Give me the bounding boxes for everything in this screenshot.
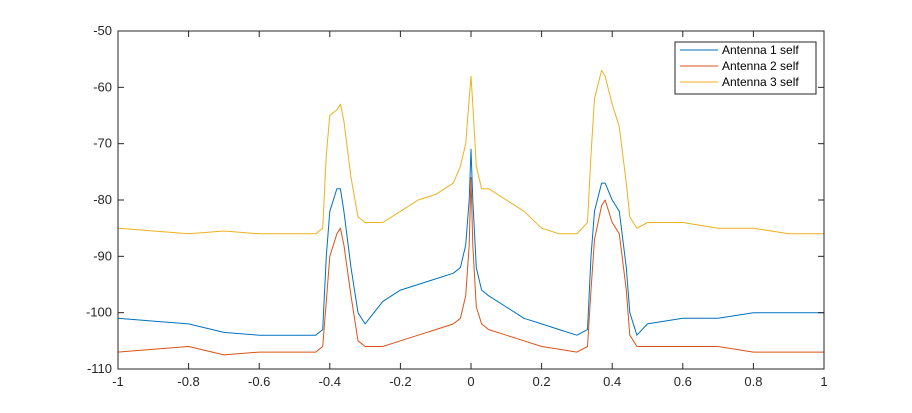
series-layer (117, 69, 824, 356)
y-tick-label: -80 (93, 192, 112, 207)
x-tick-label: 0.8 (744, 374, 762, 389)
x-tick-label: -0.2 (389, 374, 411, 389)
legend-label-2: Antenna 2 self (722, 59, 799, 73)
x-tick-label: -0.8 (177, 374, 199, 389)
series-line-3 (117, 69, 824, 235)
legend-label-1: Antenna 1 self (722, 43, 799, 57)
x-tick-label: -1 (112, 374, 124, 389)
x-tick-label: 0.6 (674, 374, 692, 389)
x-tick-label: -0.6 (248, 374, 270, 389)
legend-box (674, 41, 817, 95)
series-line-1 (117, 148, 824, 336)
y-tick-label: -60 (93, 79, 112, 94)
y-tick-label: -100 (86, 305, 112, 320)
x-tick-label: 1 (820, 374, 827, 389)
y-tick-label: -110 (87, 361, 112, 376)
x-tick-label: 0 (467, 374, 474, 389)
x-tick-label: -0.4 (319, 374, 341, 389)
y-tick-label: -50 (93, 23, 112, 38)
ticks-layer: -1 -0.8 -0.6 -0.4 -0.2 0 0.2 0.4 0.6 0.8 1 -110 -100… (86, 23, 828, 389)
y-tick-label: -70 (93, 136, 112, 151)
x-tick-label: 0.4 (603, 374, 621, 389)
x-tick-label: 0.2 (533, 374, 551, 389)
series-line-2 (117, 177, 824, 356)
legend: Antenna 1 self Antenna 2 self Antenna 3 se… (674, 41, 817, 95)
legend-items: Antenna 1 self Antenna 2 self Antenna 3 se… (680, 43, 799, 89)
y-tick-label: -90 (93, 248, 112, 263)
legend-label-3: Antenna 3 self (722, 75, 799, 89)
